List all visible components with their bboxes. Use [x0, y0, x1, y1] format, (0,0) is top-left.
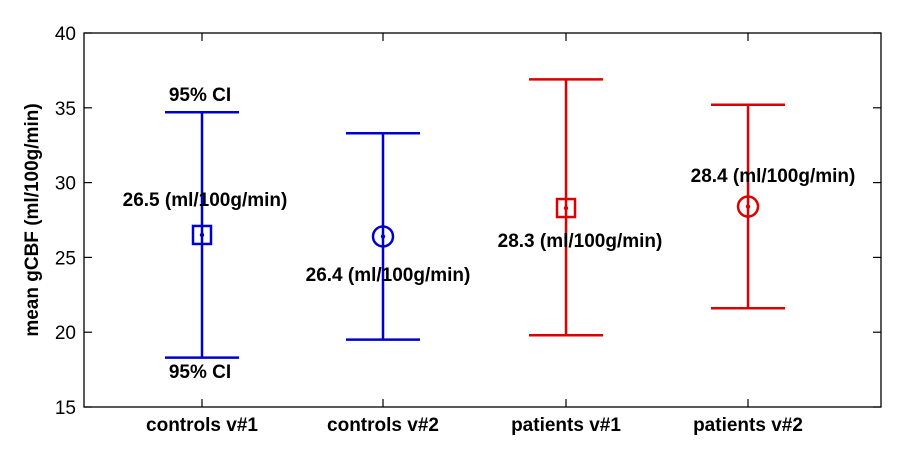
- errorbar-3: [711, 103, 785, 310]
- y-tick-label: 20: [55, 323, 76, 344]
- mean-marker-circle: [371, 225, 395, 248]
- mean-label-patients-v2: 28.4 (ml/100g/min): [691, 166, 856, 187]
- mean-marker-square: [555, 197, 577, 219]
- mean-dot: [199, 232, 205, 238]
- y-tick-label: 35: [55, 99, 76, 120]
- mean-dot: [745, 204, 751, 209]
- y-tick-label: 30: [55, 174, 76, 195]
- errorbar-0: [165, 111, 239, 359]
- x-category-label: controls v#2: [327, 415, 439, 436]
- mean-dot: [563, 205, 569, 211]
- y-tick-label: 25: [55, 248, 76, 269]
- mean-label-patients-v1: 28.3 (ml/100g/min): [498, 231, 663, 252]
- x-category-label: patients v#1: [511, 415, 621, 436]
- mean-marker-circle: [736, 195, 760, 218]
- mean-dot: [380, 234, 386, 239]
- x-category-label: controls v#1: [146, 415, 258, 436]
- mean-marker-square: [191, 224, 213, 246]
- x-category-label: patients v#2: [693, 415, 803, 436]
- y-tick-label: 40: [55, 24, 76, 45]
- errorbar-1: [346, 131, 420, 341]
- y-axis-title: mean gCBF (ml/100g/min): [22, 103, 43, 336]
- y-tick-label: 15: [55, 398, 76, 419]
- mean-label-controls-v1: 26.5 (ml/100g/min): [123, 190, 288, 211]
- mean-label-controls-v2: 26.4 (ml/100g/min): [306, 265, 471, 286]
- ci-lower-label: 95% CI: [169, 362, 231, 383]
- ci-upper-label: 95% CI: [169, 85, 231, 106]
- errorbar-2: [529, 78, 603, 337]
